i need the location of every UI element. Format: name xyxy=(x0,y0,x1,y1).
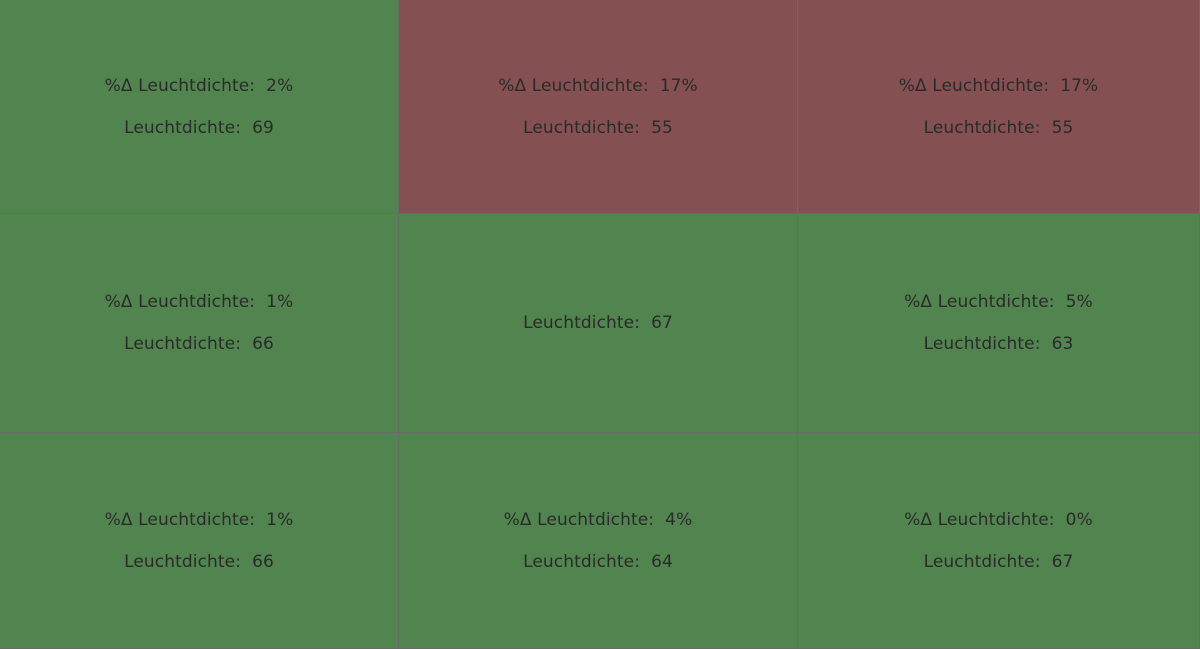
delta-luminance-label: %Δ Leuchtdichte: xyxy=(498,75,649,96)
luminance-value: 69 xyxy=(252,117,274,138)
grid-cell-r2-c3: %Δ Leuchtdichte: 5% Leuchtdichte: 63 xyxy=(798,214,1200,433)
luminance-label: Leuchtdichte: xyxy=(923,334,1041,354)
delta-luminance-value: 0% xyxy=(1065,509,1093,530)
luminance-label: Leuchtdichte: xyxy=(523,117,641,138)
delta-luminance-label: %Δ Leuchtdichte: xyxy=(904,509,1055,530)
luminance-value: 67 xyxy=(651,313,673,333)
delta-luminance-text: %Δ Leuchtdichte: 17% xyxy=(498,65,698,107)
delta-luminance-label: %Δ Leuchtdichte: xyxy=(898,75,1050,96)
delta-luminance-value: 2% xyxy=(266,75,294,96)
luminance-value: 63 xyxy=(1051,334,1074,354)
luminance-value: 66 xyxy=(252,551,274,572)
luminance-text: Leuchtdichte: 66 xyxy=(124,323,274,365)
luminance-label: Leuchtdichte: xyxy=(923,551,1041,572)
luminance-label: Leuchtdichte: xyxy=(124,117,242,138)
grid-cell-r3-c3: %Δ Leuchtdichte: 0% Leuchtdichte: 67 xyxy=(798,433,1200,649)
luminance-text: Leuchtdichte: 69 xyxy=(124,107,274,149)
delta-luminance-text: %Δ Leuchtdichte: 2% xyxy=(105,65,294,107)
luminance-label: Leuchtdichte: xyxy=(124,334,242,354)
luminance-value: 55 xyxy=(1051,117,1074,138)
luminance-value: 66 xyxy=(252,334,274,354)
luminance-text: Leuchtdichte: 55 xyxy=(523,107,673,149)
luminance-value: 55 xyxy=(651,117,673,138)
delta-luminance-value: 4% xyxy=(665,509,693,530)
grid-cell-r1-c2: %Δ Leuchtdichte: 17% Leuchtdichte: 55 xyxy=(399,0,798,214)
delta-luminance-label: %Δ Leuchtdichte: xyxy=(503,509,655,530)
delta-luminance-label: %Δ Leuchtdichte: xyxy=(104,509,256,530)
delta-luminance-text: %Δ Leuchtdichte: 0% xyxy=(904,499,1093,541)
delta-luminance-label: %Δ Leuchtdichte: xyxy=(104,75,256,96)
luminance-text: Leuchtdichte: 63 xyxy=(924,323,1074,365)
delta-luminance-text: %Δ Leuchtdichte: 5% xyxy=(904,281,1093,323)
delta-luminance-label: %Δ Leuchtdichte: xyxy=(104,292,256,312)
luminance-value: 64 xyxy=(651,551,673,572)
luminance-text: Leuchtdichte: 55 xyxy=(924,107,1074,149)
luminance-label: Leuchtdichte: xyxy=(923,117,1041,138)
grid-cell-r3-c2: %Δ Leuchtdichte: 4% Leuchtdichte: 64 xyxy=(399,433,798,649)
delta-luminance-label: %Δ Leuchtdichte: xyxy=(904,292,1055,312)
delta-luminance-value: 17% xyxy=(659,75,698,96)
grid-cell-r2-c1: %Δ Leuchtdichte: 1% Leuchtdichte: 66 xyxy=(0,214,399,433)
luminance-value: 67 xyxy=(1051,551,1074,572)
luminance-label: Leuchtdichte: xyxy=(523,551,641,572)
delta-luminance-value: 5% xyxy=(1065,292,1093,312)
luminance-text: Leuchtdichte: 64 xyxy=(523,541,673,583)
delta-luminance-text: %Δ Leuchtdichte: 1% xyxy=(105,281,294,323)
delta-luminance-value: 1% xyxy=(266,292,294,312)
luminance-label: Leuchtdichte: xyxy=(124,551,242,572)
delta-luminance-text: %Δ Leuchtdichte: 17% xyxy=(899,65,1099,107)
grid-cell-r1-c3: %Δ Leuchtdichte: 17% Leuchtdichte: 55 xyxy=(798,0,1200,214)
luminance-text: Leuchtdichte: 67 xyxy=(924,541,1074,583)
luminance-label: Leuchtdichte: xyxy=(523,313,641,333)
grid-cell-r2-c2-reference: Leuchtdichte: 67 xyxy=(399,214,798,433)
delta-luminance-value: 1% xyxy=(266,509,294,530)
delta-luminance-text: %Δ Leuchtdichte: 1% xyxy=(105,499,294,541)
delta-luminance-text: %Δ Leuchtdichte: 4% xyxy=(504,499,693,541)
luminance-text: Leuchtdichte: 67 xyxy=(523,302,673,344)
luminance-text: Leuchtdichte: 66 xyxy=(124,541,274,583)
delta-luminance-value: 17% xyxy=(1060,75,1099,96)
grid-cell-r3-c1: %Δ Leuchtdichte: 1% Leuchtdichte: 66 xyxy=(0,433,399,649)
grid-cell-r1-c1: %Δ Leuchtdichte: 2% Leuchtdichte: 69 xyxy=(0,0,399,214)
